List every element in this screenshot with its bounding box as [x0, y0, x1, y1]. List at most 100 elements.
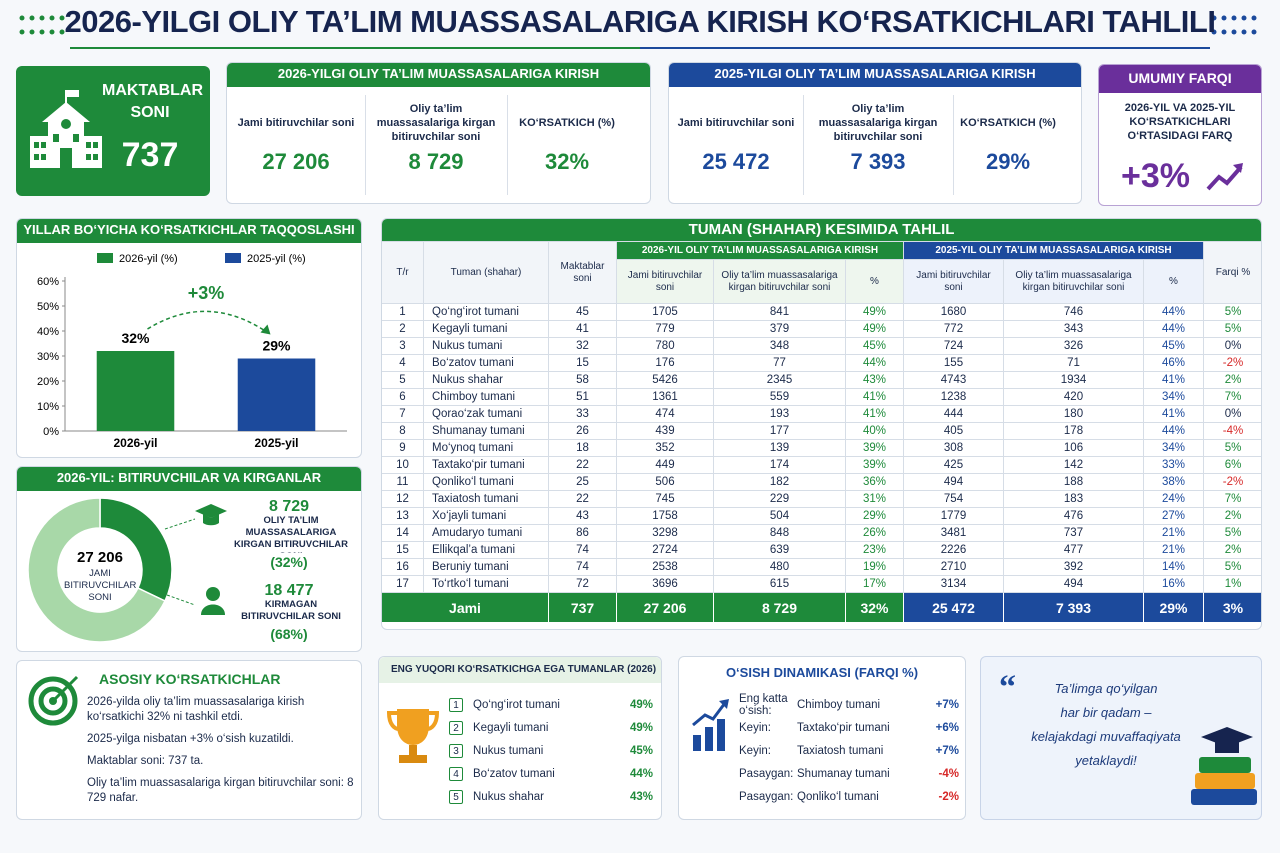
bar	[237, 358, 316, 431]
table-cell: 3	[382, 337, 424, 355]
x-tick-label: 2025-yil	[254, 436, 298, 450]
stat-label: KO‘RSATKICH (%)	[960, 117, 1056, 129]
dynamics-value: -4%	[938, 767, 959, 780]
quote-line: kelajakdagi muvaffaqiyata	[1031, 729, 1181, 744]
stat: Jami bitiruvchilar soni 25 472	[669, 89, 803, 203]
quote-mark: “	[999, 669, 1016, 706]
table-cell: 7	[382, 405, 424, 423]
table-cell: 326	[1003, 337, 1144, 355]
table-cell: 3134	[903, 575, 1004, 593]
top-name: Nukus tumani	[473, 744, 544, 757]
table-cell: 34%	[1143, 439, 1204, 457]
total-cell: 8 729	[713, 592, 846, 623]
table-cell: 15	[548, 354, 617, 372]
table-cell: 31%	[845, 490, 904, 508]
top-row: 3 Nukus tumani 45%	[449, 739, 653, 762]
trophy-icon	[386, 709, 440, 763]
table-cell: 724	[903, 337, 1004, 355]
table-row: 6 Chimboy tumani 51 1361 559 41% 1238 420 34% 7%	[382, 388, 1261, 406]
table-cell: 8	[382, 422, 424, 440]
table-cell: 444	[903, 405, 1004, 423]
header-row: Jami bitiruvchilar soni Oliy ta’lim muass…	[382, 259, 1261, 304]
table-cell: 5	[382, 371, 424, 389]
key-points-panel: ASOSIY KO‘RSATKICHLAR 2026-yilda oliy ta…	[16, 660, 362, 820]
top-value: 45%	[629, 744, 653, 757]
table-cell: 1934	[1003, 371, 1144, 389]
separator	[953, 95, 954, 195]
top-name: Kegayli tumani	[473, 721, 549, 734]
table-cell: 392	[1003, 558, 1144, 576]
stat-value: 25 472	[702, 149, 770, 174]
stat-label: KO‘RSATKICH (%)	[519, 117, 615, 129]
table-panel: TUMAN (SHAHAR) KESIMIDA TAHLIL T/r Tuman …	[381, 218, 1262, 630]
decor-dots	[1211, 15, 1257, 35]
rank: 1	[449, 697, 463, 712]
table-cell: 45	[548, 303, 617, 321]
table-cell: 2710	[903, 558, 1004, 576]
table-cell: 74	[548, 541, 617, 559]
table-cell: 6%	[1203, 456, 1261, 474]
top-row: 5 Nukus shahar 43%	[449, 785, 653, 808]
stat: KO‘RSATKICH (%) 32%	[507, 89, 627, 203]
table-cell: Nukus shahar	[423, 371, 549, 389]
table-cell: 0%	[1203, 337, 1261, 355]
table-cell: 420	[1003, 388, 1144, 406]
table-cell: 745	[616, 490, 714, 508]
table-cell: 40%	[845, 422, 904, 440]
table-row: 3 Nukus tumani 32 780 348 45% 724 326 45% 0%	[382, 337, 1261, 355]
y-tick-label: 60%	[37, 276, 59, 288]
stat: Jami bitiruvchilar soni 27 206	[227, 89, 365, 203]
table-cell: 352	[616, 439, 714, 457]
table-cell: 1238	[903, 388, 1004, 406]
table-cell: 45%	[845, 337, 904, 355]
table-row: 10 Taxtako‘pir tumani 22 449 174 39% 425 142 33%…	[382, 456, 1261, 474]
header-cell: %	[1143, 259, 1204, 304]
dynamics-label: Pasaygan:	[739, 767, 794, 780]
y-tick-label: 0%	[43, 426, 59, 438]
table-cell: 23%	[845, 541, 904, 559]
schools-value: 737	[121, 136, 179, 174]
stat-value: 7 393	[850, 149, 906, 174]
table-cell: 18	[548, 439, 617, 457]
table-cell: 17	[382, 575, 424, 593]
stat-value: 8 729	[408, 149, 464, 174]
table-cell: 188	[1003, 473, 1144, 491]
table-cell: 174	[713, 456, 846, 474]
table-cell: Taxiatosh tumani	[423, 490, 549, 508]
dynamics-name: Taxiatosh tumani	[797, 744, 884, 757]
table-cell: 1	[382, 303, 424, 321]
difference-panel: UMUMIY FARQI 2026-YIL VA 2025-YIL KO‘RSA…	[1098, 64, 1262, 206]
table-cell: 779	[616, 320, 714, 338]
header-cell: 2026-YIL OLIY TA’LIM MUASSASALARIGA KIRI…	[616, 241, 904, 260]
delta-label: +3%	[188, 283, 225, 303]
table-cell: 841	[713, 303, 846, 321]
table-cell: 15	[382, 541, 424, 559]
table-cell: 476	[1003, 507, 1144, 525]
table-cell: 43	[548, 507, 617, 525]
table-cell: Qo‘ng‘irot tumani	[423, 303, 549, 321]
table-cell: 474	[616, 405, 714, 423]
top-row: 1 Qo‘ng‘irot tumani 49%	[449, 693, 653, 716]
quote-text: Ta’limga qo‘yilgan har bir qadam – kelajak…	[1011, 677, 1201, 773]
table-cell: 1361	[616, 388, 714, 406]
dynamics-value: +7%	[935, 744, 959, 757]
table-cell: 12	[382, 490, 424, 508]
quote-line: har bir qadam –	[1060, 705, 1152, 720]
table-cell: 308	[903, 439, 1004, 457]
segment-value: 18 477	[265, 582, 314, 599]
table-cell: 41	[548, 320, 617, 338]
table-cell: 7%	[1203, 490, 1261, 508]
table-cell: 33%	[1143, 456, 1204, 474]
dynamics-row: Pasaygan: Shumanay tumani -4%	[739, 762, 959, 785]
table-cell: 5%	[1203, 303, 1261, 321]
table-row: 12 Taxiatosh tumani 22 745 229 31% 754 183 24% 7%	[382, 490, 1261, 508]
table-cell: Beruniy tumani	[423, 558, 549, 576]
table-cell: 72	[548, 575, 617, 593]
y-tick-label: 40%	[37, 326, 59, 338]
table-cell: Amudaryo tumani	[423, 524, 549, 542]
segment-label: KIRMAGAN BITIRUVCHILAR SONI	[241, 599, 341, 622]
stat-label: Oliy ta’lim muassasalariga kirgan bitiru…	[818, 103, 938, 143]
rank: 5	[449, 789, 463, 804]
table-cell: 46%	[1143, 354, 1204, 372]
